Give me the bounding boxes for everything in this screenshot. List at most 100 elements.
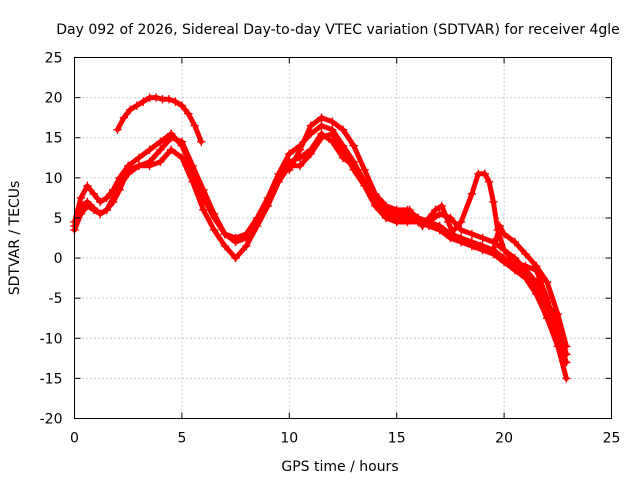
y-tick-label: -5 xyxy=(49,291,63,307)
data-point xyxy=(424,213,434,223)
data-point xyxy=(553,334,562,343)
data-point xyxy=(177,153,187,162)
data-point xyxy=(209,213,219,223)
y-tick-label: -15 xyxy=(40,371,63,387)
plot-frame xyxy=(74,57,612,419)
series-line xyxy=(72,131,569,381)
data-point xyxy=(134,161,144,170)
data-point xyxy=(495,221,505,231)
data-point xyxy=(456,217,466,227)
data-point xyxy=(371,201,380,211)
data-point xyxy=(209,225,219,235)
data-point xyxy=(263,201,273,211)
data-point xyxy=(166,129,176,138)
data-point xyxy=(102,205,111,215)
x-tick-label: 25 xyxy=(603,431,621,447)
data-point xyxy=(83,181,92,191)
data-point xyxy=(349,141,358,150)
data-point xyxy=(231,253,240,263)
data-point xyxy=(96,209,105,219)
data-point xyxy=(139,97,148,106)
data-point xyxy=(317,121,326,130)
data-point xyxy=(510,237,520,247)
data-point xyxy=(96,197,105,207)
data-point xyxy=(338,145,348,154)
grid-layer xyxy=(74,57,612,419)
data-point xyxy=(285,165,294,175)
data-point xyxy=(132,101,141,110)
data-point xyxy=(499,229,509,239)
data-point xyxy=(177,141,187,150)
data-point xyxy=(328,137,337,146)
data-point xyxy=(166,145,176,154)
data-point xyxy=(553,310,562,319)
data-point xyxy=(398,209,408,219)
data-point xyxy=(126,105,135,114)
data-point xyxy=(521,249,530,259)
data-point xyxy=(431,205,440,215)
data-point xyxy=(113,125,122,134)
data-point xyxy=(480,169,489,179)
data-point xyxy=(489,245,498,255)
data-point xyxy=(478,233,487,243)
data-point xyxy=(252,221,262,231)
data-point xyxy=(171,97,180,106)
data-point xyxy=(499,245,509,255)
data-point xyxy=(521,261,530,271)
data-point xyxy=(151,93,161,102)
data-point xyxy=(562,358,571,367)
data-point xyxy=(418,221,427,231)
data-point xyxy=(306,121,315,130)
data-point xyxy=(108,197,118,207)
data-point xyxy=(360,181,369,191)
data-point xyxy=(156,137,165,146)
tick-layer: 0 5 10 15 20 25 -20 -15 -10 -5 0 5 10 15 20 25 xyxy=(40,51,621,447)
data-point xyxy=(164,95,174,104)
chart-title: Day 092 of 2026, Sidereal Day-to-day VTE… xyxy=(56,22,620,38)
data-point xyxy=(134,153,144,162)
data-point xyxy=(76,209,86,219)
y-tick-label: 0 xyxy=(54,251,63,267)
data-point xyxy=(145,145,154,154)
series-trace-6 xyxy=(392,201,571,351)
data-point xyxy=(489,197,498,207)
data-point xyxy=(450,233,459,243)
data-point xyxy=(188,165,197,175)
data-point xyxy=(115,173,124,183)
x-tick-label: 10 xyxy=(280,431,298,447)
data-point xyxy=(220,229,230,239)
data-point xyxy=(83,201,92,211)
data-point xyxy=(411,213,421,223)
series-trace-5 xyxy=(285,113,571,367)
y-tick-label: 10 xyxy=(45,171,63,187)
data-point xyxy=(405,205,414,215)
data-point xyxy=(463,237,472,247)
series-line xyxy=(394,203,569,349)
data-point xyxy=(444,217,453,227)
series-line xyxy=(115,95,204,145)
data-point xyxy=(338,125,348,134)
data-point xyxy=(231,233,240,243)
data-point xyxy=(381,213,391,223)
data-point xyxy=(392,213,401,223)
data-point xyxy=(156,145,165,154)
data-point xyxy=(532,261,541,271)
data-point xyxy=(392,205,401,215)
data-point xyxy=(317,113,326,122)
y-tick-label: 5 xyxy=(54,211,63,227)
data-point xyxy=(102,193,111,203)
data-point xyxy=(197,137,206,146)
data-point xyxy=(184,109,193,118)
data-point xyxy=(437,201,447,211)
data-point xyxy=(306,149,315,158)
data-point xyxy=(467,229,477,239)
data-point xyxy=(510,257,520,267)
data-point xyxy=(542,293,552,303)
data-point xyxy=(542,277,552,287)
data-point xyxy=(242,229,251,239)
data-point xyxy=(435,225,444,235)
x-tick-label: 15 xyxy=(388,431,406,447)
data-point xyxy=(456,225,466,235)
x-tick-label: 20 xyxy=(495,431,513,447)
